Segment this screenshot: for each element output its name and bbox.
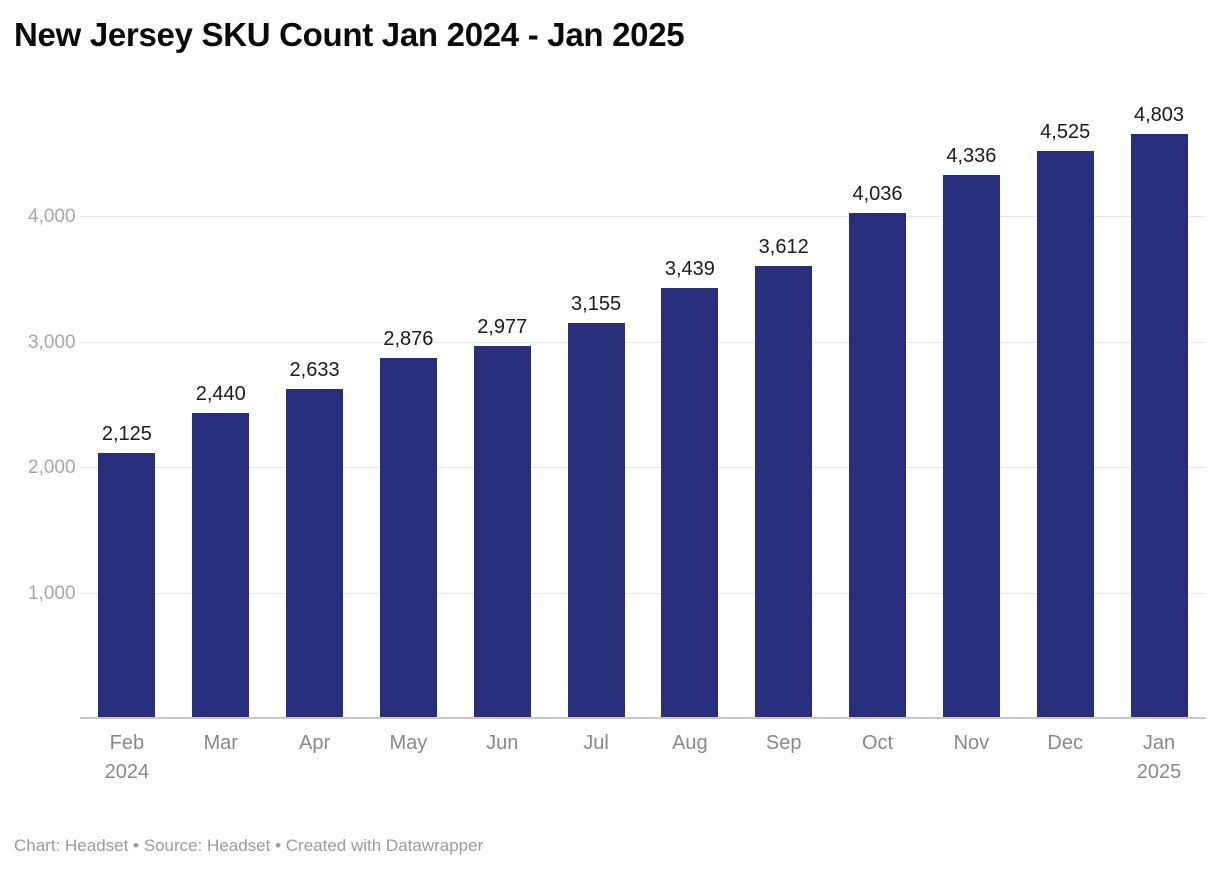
bar <box>192 413 250 720</box>
bar-value-label: 2,125 <box>101 422 152 445</box>
bar <box>1036 151 1094 720</box>
x-tick-label-jun: Jun <box>486 732 519 755</box>
bar-group-aug: 3,439 <box>643 104 737 720</box>
y-tick-label: 1,000 <box>28 582 76 604</box>
gridline-4,000 <box>80 216 1206 218</box>
chart-footer-attribution: Chart: Headset • Source: Headset • Creat… <box>14 836 484 855</box>
x-tick-label-apr: Apr <box>299 732 331 755</box>
bar <box>473 345 531 720</box>
x-tick-label-feb-2024: Feb 2024 <box>104 732 150 784</box>
x-tick-label-may: May <box>389 732 428 755</box>
bar-group-may: 2,876 <box>361 104 455 720</box>
bar-group-sep: 3,612 <box>737 104 831 720</box>
chart-title: New Jersey SKU Count Jan 2024 - Jan 2025 <box>14 16 685 53</box>
y-axis-labels: 1,000 2,000 3,000 4,000 <box>28 104 80 719</box>
bar-value-label: 4,803 <box>1133 104 1185 127</box>
bar-value-label: 4,525 <box>1040 121 1091 144</box>
bar-value-label: 2,977 <box>477 315 528 338</box>
x-axis-baseline <box>80 717 1206 720</box>
plot-area: 2,125 2,440 2,633 2,876 2,977 3,155 3,439 3,612… <box>80 104 1206 720</box>
x-axis-labels: Feb 2024 Mar Apr May Jun Jul Aug Sep Oct Nov Dec Ja… <box>80 729 1206 787</box>
bar-value-label: 4,336 <box>946 145 997 168</box>
bar <box>286 388 344 720</box>
bar <box>379 358 437 720</box>
bar-group-jan-2025: 4,803 <box>1112 104 1206 720</box>
bar-value-label: 4,036 <box>852 182 903 205</box>
bar-value-label: 2,633 <box>289 358 340 381</box>
bar-group-oct: 4,036 <box>831 104 925 720</box>
bar-group-nov: 4,336 <box>924 104 1018 720</box>
y-tick-label: 2,000 <box>28 457 76 479</box>
bar-group-feb-2024: 2,125 <box>80 104 174 720</box>
bar-group-jul: 3,155 <box>549 104 643 720</box>
bar-group-apr: 2,633 <box>268 104 362 720</box>
bar-group-jun: 2,977 <box>455 104 549 720</box>
bars-row: 2,125 2,440 2,633 2,876 2,977 3,155 3,439 3,612… <box>80 104 1206 720</box>
bar <box>567 323 625 720</box>
bar-group-mar: 2,440 <box>174 104 268 720</box>
gridline-2,000 <box>80 467 1206 469</box>
bar-value-label: 3,155 <box>571 293 622 316</box>
gridline-1,000 <box>80 592 1206 594</box>
bar <box>1130 134 1188 720</box>
bar-value-label: 2,876 <box>383 328 434 351</box>
bar-value-label: 3,439 <box>664 257 715 280</box>
x-tick-label-mar: Mar <box>203 732 238 755</box>
x-tick-label-jan-2025: Jan 2025 <box>1136 732 1182 784</box>
y-tick-label: 4,000 <box>28 206 76 228</box>
bar <box>755 265 813 720</box>
bar <box>98 452 156 720</box>
gridline-3,000 <box>80 341 1206 343</box>
y-tick-label: 3,000 <box>28 331 76 353</box>
x-tick-label-jul: Jul <box>583 732 609 755</box>
bar-group-dec: 4,525 <box>1018 104 1112 720</box>
x-tick-label-sep: Sep <box>765 732 802 755</box>
bar <box>942 175 1000 720</box>
chart: 1,000 2,000 3,000 4,000 2,125 2,440 2,633 2,87… <box>14 59 1206 720</box>
x-tick-label-dec: Dec <box>1047 732 1083 755</box>
x-tick-label-aug: Aug <box>672 732 708 755</box>
x-tick-label-oct: Oct <box>861 732 894 755</box>
bar-value-label: 2,440 <box>195 383 246 406</box>
bar-value-label: 3,612 <box>758 235 809 258</box>
bar <box>661 287 719 720</box>
x-tick-label-nov: Nov <box>953 732 990 755</box>
bar <box>849 212 907 720</box>
